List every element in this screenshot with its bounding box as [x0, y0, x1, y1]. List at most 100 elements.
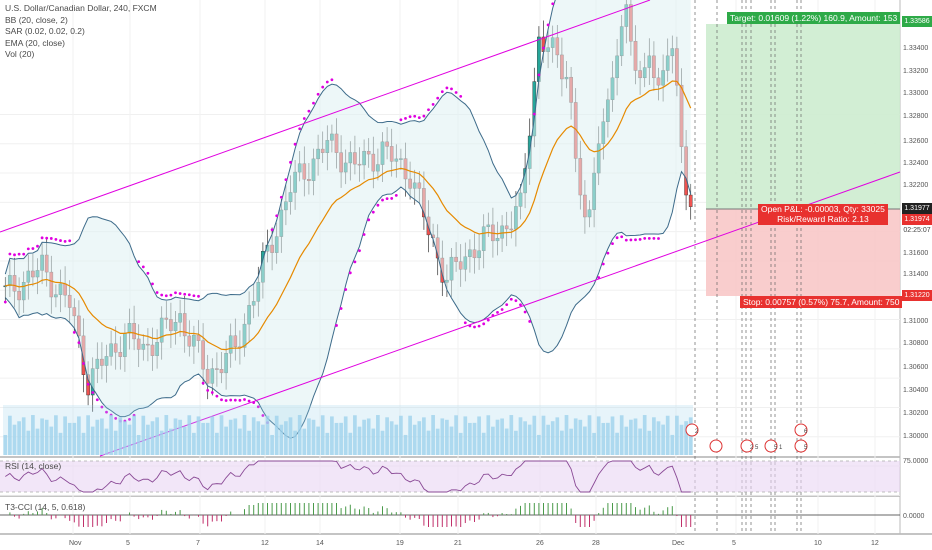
- countdown-tag: 02:25:07: [902, 225, 932, 236]
- volume-bar: [523, 421, 527, 455]
- volume-bar: [463, 416, 468, 455]
- volume-bar: [665, 415, 670, 455]
- volume-bar: [141, 415, 146, 455]
- volume-bar: [178, 419, 182, 455]
- volume-bar: [17, 421, 21, 455]
- volume-bar: [26, 430, 31, 455]
- volume-bar: [279, 424, 284, 455]
- sar-dot: [316, 92, 320, 96]
- volume-average-area: [3, 405, 693, 455]
- volume-bar: [113, 430, 118, 455]
- sar-dot: [155, 291, 159, 294]
- volume-bar: [297, 415, 302, 455]
- volume-bar: [343, 416, 348, 455]
- chart-legend: U.S. Dollar/Canadian Dollar, 240, FXCM B…: [5, 3, 157, 61]
- volume-bar: [564, 415, 569, 455]
- legend-sar[interactable]: SAR (0.02, 0.02, 0.2): [5, 26, 85, 36]
- sar-dot: [220, 398, 223, 402]
- volume-bar: [592, 432, 596, 455]
- time-axis-label: 7: [196, 540, 200, 547]
- time-axis-label: 26: [536, 540, 544, 547]
- channel-upper-line: [0, 0, 651, 233]
- sar-dot: [72, 331, 76, 334]
- volume-bar: [670, 434, 675, 455]
- sar-dot: [77, 341, 81, 345]
- volume-bar: [21, 417, 26, 455]
- sar-dot: [307, 109, 311, 113]
- symbol-title[interactable]: U.S. Dollar/Canadian Dollar, 240, FXCM: [5, 3, 157, 13]
- volume-bar: [362, 419, 366, 455]
- cci-label[interactable]: T3-CCI (14, 5, 0.618): [5, 502, 86, 512]
- volume-bar: [449, 426, 454, 455]
- volume-bar: [77, 416, 81, 455]
- stop-label[interactable]: Stop: 0.00757 (0.57%) 75.7, Amount: 750: [740, 296, 903, 308]
- volume-bar: [215, 432, 219, 455]
- volume-bar: [159, 430, 164, 455]
- volume-bar: [587, 415, 592, 455]
- volume-bar: [334, 422, 339, 455]
- volume-bar: [63, 416, 67, 455]
- open-pl-text: Open P&L: -0.00003, Qty: 33025: [761, 204, 885, 214]
- sar-dot: [629, 238, 633, 242]
- time-axis-label: 10: [814, 540, 822, 547]
- sar-dot: [643, 237, 647, 240]
- event-marker-label: 5: [804, 445, 808, 451]
- volume-bar: [247, 430, 251, 455]
- sar-dot: [302, 117, 306, 120]
- volume-bar: [265, 415, 270, 455]
- volume-bar: [284, 421, 288, 455]
- target-label[interactable]: Target: 0.01609 (1.22%) 160.9, Amount: 1…: [727, 12, 901, 24]
- sar-dot: [312, 101, 315, 105]
- volume-bar: [307, 418, 311, 455]
- sar-dot: [381, 198, 384, 202]
- volume-bar: [619, 415, 624, 455]
- rsi-line: [5, 460, 691, 493]
- volume-bar: [431, 415, 435, 455]
- sar-dot: [394, 193, 398, 197]
- rsi-label[interactable]: RSI (14, close): [5, 461, 62, 471]
- volume-bar: [445, 419, 449, 455]
- risk-reward-text: Risk/Reward Ratio: 2.13: [777, 213, 869, 224]
- cci-axis-label: 0.0000: [903, 513, 925, 520]
- entry-price-tag: 1.31977: [902, 203, 932, 214]
- sar-dot: [270, 228, 274, 232]
- volume-bar: [123, 421, 127, 455]
- volume-bar: [274, 415, 279, 455]
- sar-dot: [339, 307, 343, 310]
- price-axis-label: 1.33000: [903, 90, 928, 97]
- legend-bb[interactable]: BB (20, close, 2): [5, 14, 68, 25]
- sar-dot: [477, 324, 481, 328]
- sar-dot: [505, 303, 509, 307]
- volume-bar: [90, 426, 95, 455]
- sar-dot: [160, 293, 164, 297]
- sar-dot: [298, 127, 302, 131]
- volume-bar: [95, 419, 100, 455]
- volume-bar: [150, 421, 155, 455]
- volume-bar: [256, 421, 261, 455]
- volume-bar: [394, 424, 399, 455]
- sar-dot: [183, 292, 187, 296]
- legend-ema[interactable]: EMA (20, close): [5, 37, 65, 48]
- volume-bar: [35, 428, 40, 455]
- sar-dot: [551, 2, 555, 6]
- sar-dot: [68, 239, 72, 243]
- event-marker: [764, 439, 778, 453]
- volume-bar: [486, 415, 491, 455]
- sar-dot: [532, 112, 536, 116]
- sar-dot: [408, 115, 412, 119]
- time-axis-label: 5: [126, 540, 130, 547]
- volume-bar: [435, 428, 440, 455]
- volume-bar: [399, 415, 403, 455]
- volume-bar: [169, 428, 173, 455]
- legend-vol[interactable]: Vol (20): [5, 49, 35, 59]
- volume-bar: [546, 424, 550, 455]
- sar-dot: [54, 237, 58, 241]
- open-pl-label[interactable]: Open P&L: -0.00003, Qty: 33025 Risk/Rewa…: [758, 204, 888, 225]
- volume-bar: [261, 424, 265, 455]
- volume-bar: [537, 434, 541, 455]
- volume-bar: [49, 426, 54, 455]
- sar-dot: [431, 102, 435, 106]
- sar-dot: [348, 271, 352, 275]
